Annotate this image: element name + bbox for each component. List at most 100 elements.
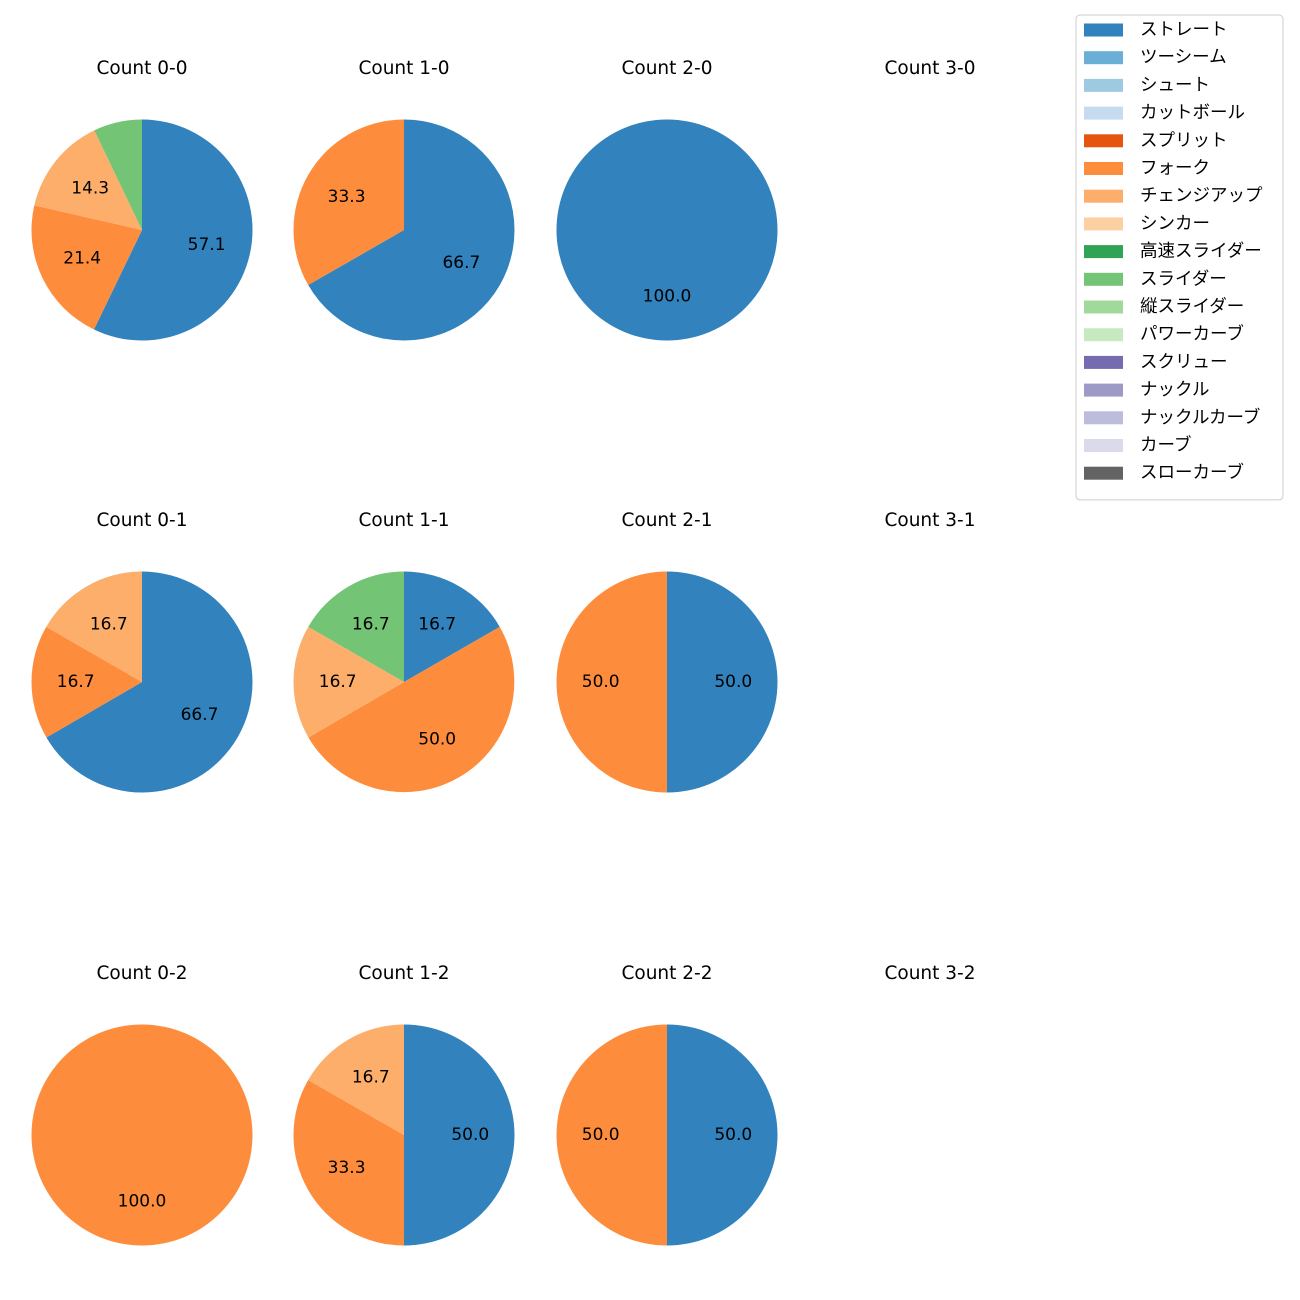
legend-item: チェンジアップ — [1084, 186, 1263, 206]
pie-slice — [31, 626, 142, 738]
slice-label: 16.7 — [319, 672, 357, 692]
panel-title: Count 3-2 — [884, 963, 975, 984]
legend-item: 縦スライダー — [1084, 297, 1244, 317]
slice-label: 50.0 — [582, 1125, 620, 1145]
pie-panel: Count 0-0 57.1 21.4 14.3 — [31, 58, 253, 341]
legend-item: シュート — [1084, 75, 1210, 95]
legend-label: カーブ — [1140, 435, 1191, 456]
legend-swatch — [1084, 106, 1123, 120]
pie-slice — [667, 571, 778, 793]
panel-title: Count 0-0 — [96, 58, 187, 79]
legend-swatch — [1084, 466, 1123, 480]
pie-slice — [404, 1024, 515, 1246]
legend-item: フォーク — [1084, 159, 1210, 179]
legend-item: 高速スライダー — [1084, 242, 1262, 262]
legend-label: シンカー — [1140, 214, 1210, 234]
pie-slice — [46, 571, 142, 682]
legend-label: フォーク — [1140, 159, 1210, 179]
legend-swatch — [1084, 134, 1123, 148]
pie-panel: Count 0-2 100.0 — [31, 963, 253, 1246]
legend-label: ナックルカーブ — [1140, 407, 1260, 428]
pie-slice — [556, 571, 667, 793]
pie-slice — [308, 626, 515, 793]
panel-title: Count 2-0 — [621, 58, 712, 79]
legend-swatch — [1084, 189, 1123, 203]
legend-item: カーブ — [1084, 435, 1191, 456]
legend: ストレートツーシームシュートカットボールスプリットフォークチェンジアップシンカー… — [1075, 14, 1284, 501]
legend-label: スローカーブ — [1140, 462, 1244, 483]
pie-panel: Count 0-1 66.7 16.7 16.7 — [31, 510, 253, 793]
slice-label: 50.0 — [582, 672, 620, 692]
legend-swatch — [1084, 300, 1123, 314]
legend-item: ナックル — [1084, 380, 1209, 400]
pie-panel: Count 3-0 — [884, 58, 975, 79]
pie-slice — [31, 1024, 253, 1246]
legend-item: シンカー — [1084, 214, 1210, 234]
pie-slice — [308, 119, 515, 341]
panel-title: Count 1-0 — [358, 58, 449, 79]
panel-title: Count 0-1 — [96, 510, 187, 531]
legend-label: スライダー — [1140, 269, 1227, 289]
slice-label: 16.7 — [352, 1068, 390, 1088]
legend-item: スプリット — [1084, 131, 1228, 151]
panel-title: Count 2-2 — [621, 963, 712, 984]
legend-item: スローカーブ — [1084, 462, 1244, 483]
legend-swatch — [1084, 411, 1123, 425]
slice-label: 21.4 — [63, 249, 101, 269]
legend-swatch — [1084, 383, 1123, 397]
slice-label: 50.0 — [714, 1125, 752, 1145]
slice-label: 16.7 — [90, 615, 128, 635]
legend-label: ナックル — [1140, 380, 1209, 400]
pie-panel: Count 1-1 16.7 50.0 16.7 16.7 — [293, 510, 515, 793]
legend-swatch — [1084, 162, 1123, 175]
legend-swatch — [1084, 245, 1123, 259]
legend-swatch — [1084, 78, 1123, 92]
pie-slice — [667, 1024, 778, 1246]
pie-panel: Count 3-1 — [884, 510, 975, 531]
legend-swatch — [1084, 355, 1123, 369]
pie-slice — [293, 1079, 404, 1246]
slice-label: 50.0 — [451, 1125, 489, 1145]
pie-slice — [308, 571, 404, 682]
panel-title: Count 3-0 — [884, 58, 975, 79]
pie-panel: Count 2-1 50.0 50.0 — [556, 510, 778, 793]
slice-label: 100.0 — [118, 1191, 167, 1211]
panel-title: Count 0-2 — [96, 963, 187, 984]
legend-item: スクリュー — [1084, 352, 1228, 372]
panel-title: Count 2-1 — [621, 510, 712, 531]
legend-label: チェンジアップ — [1140, 186, 1263, 206]
legend-swatch — [1084, 217, 1123, 231]
legend-item: スライダー — [1084, 269, 1227, 289]
legend-swatch — [1084, 51, 1123, 65]
pie-slice — [293, 626, 404, 738]
pie-panel: Count 3-2 — [884, 963, 975, 984]
panel-title: Count 3-1 — [884, 510, 975, 531]
legend-item: ツーシーム — [1084, 48, 1227, 68]
panel-title: Count 1-1 — [358, 510, 449, 531]
pie-slice — [31, 205, 142, 330]
legend-label: スプリット — [1140, 131, 1228, 151]
legend-item: ストレート — [1084, 20, 1228, 40]
pie-slice — [34, 130, 142, 230]
legend-label: ストレート — [1140, 20, 1228, 40]
slice-label: 33.3 — [328, 187, 366, 207]
panel-title: Count 1-2 — [358, 963, 449, 984]
pie-slice — [293, 119, 404, 286]
slice-label: 16.7 — [352, 615, 390, 635]
pie-slice — [46, 571, 253, 793]
slice-label: 16.7 — [57, 672, 95, 692]
pie-slice — [93, 119, 253, 341]
legend-label: カットボール — [1140, 103, 1245, 123]
legend-frame — [1075, 14, 1284, 501]
pie-slice — [556, 119, 778, 341]
legend-swatch — [1084, 272, 1123, 286]
slice-label: 16.7 — [418, 615, 456, 635]
slice-label: 66.7 — [181, 705, 219, 725]
slice-label: 100.0 — [643, 286, 692, 306]
legend-swatch — [1084, 23, 1123, 37]
pie-panel: Count 1-0 66.7 33.3 — [293, 58, 515, 341]
legend-label: スクリュー — [1140, 352, 1228, 372]
legend-item: ナックルカーブ — [1084, 407, 1260, 428]
pie-slice — [308, 1024, 404, 1135]
